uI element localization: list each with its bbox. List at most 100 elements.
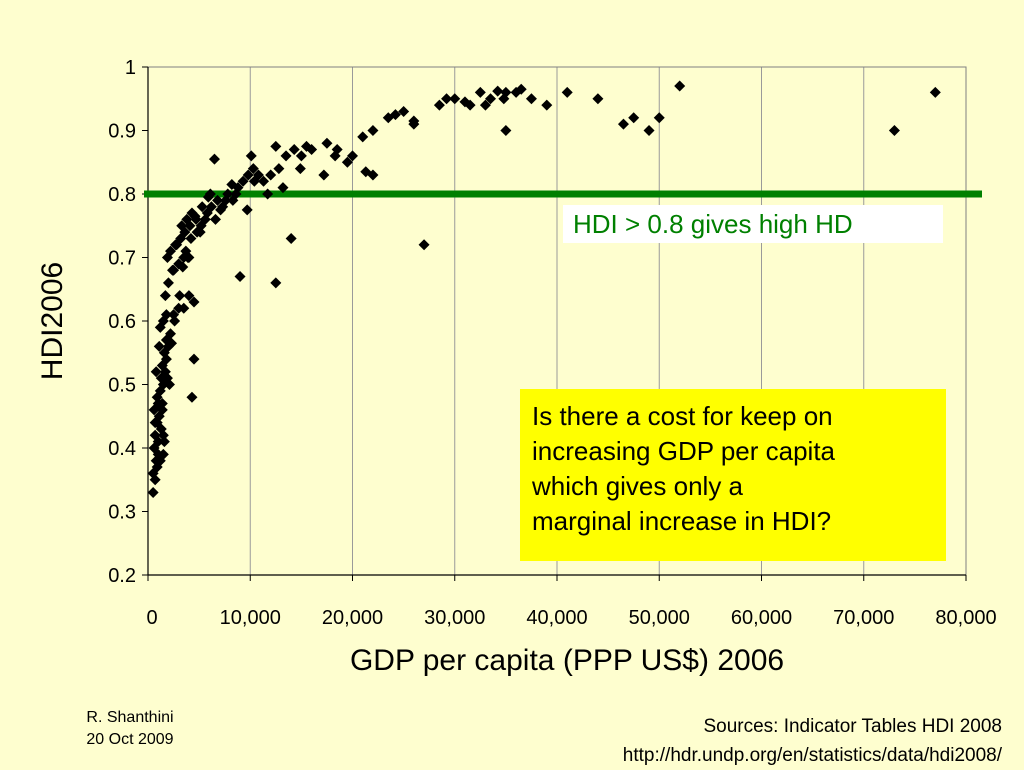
data-point <box>153 340 165 352</box>
data-point <box>234 271 246 283</box>
data-point <box>186 391 198 403</box>
data-point <box>178 302 190 314</box>
data-point <box>152 436 164 448</box>
data-point <box>245 150 257 162</box>
data-point <box>174 290 186 302</box>
data-point <box>367 125 379 136</box>
data-point <box>149 474 161 486</box>
data-point <box>449 93 461 105</box>
author-name: R. Shanthini <box>86 709 174 726</box>
data-point <box>188 296 200 308</box>
x-tick-label: 10,000 <box>220 607 281 629</box>
y-tick-label: 0.2 <box>108 565 136 587</box>
data-point <box>408 115 420 127</box>
data-point <box>248 175 260 187</box>
data-point <box>474 86 486 98</box>
data-point <box>209 213 221 225</box>
data-point <box>212 194 224 206</box>
data-point <box>280 150 292 162</box>
data-point <box>194 226 206 238</box>
data-point <box>169 315 181 327</box>
data-point <box>294 163 306 175</box>
data-point <box>156 398 168 410</box>
data-point <box>929 86 941 98</box>
x-tick-label: 0 <box>146 607 157 629</box>
data-point <box>433 99 445 111</box>
data-point <box>189 210 201 222</box>
data-point <box>171 239 183 251</box>
data-point <box>347 150 358 162</box>
data-point <box>674 80 686 92</box>
data-point <box>258 175 270 187</box>
data-point <box>341 156 353 168</box>
data-point <box>215 204 227 216</box>
question-line: increasing GDP per capita <box>532 436 836 466</box>
data-point <box>561 86 573 98</box>
data-point <box>241 204 253 216</box>
data-point <box>500 125 512 136</box>
data-point <box>158 436 170 448</box>
y-tick-label: 0.5 <box>108 375 136 397</box>
data-point <box>300 140 312 152</box>
data-point <box>515 83 527 95</box>
data-point <box>188 353 200 365</box>
tick-labels: 0.2 0.3 0.4 0.5 0.6 0.7 0.8 0.9 1 0 10,000 20,000 30… <box>108 57 996 629</box>
y-tick-label: 0.7 <box>108 248 136 270</box>
data-point <box>295 150 307 162</box>
data-point <box>357 131 369 143</box>
data-point <box>285 232 297 244</box>
data-point <box>288 144 300 156</box>
x-axis-title: GDP per capita (PPP US$) 2006 <box>350 644 784 677</box>
data-point <box>653 112 665 124</box>
data-point <box>160 353 172 365</box>
data-point <box>492 85 504 97</box>
question-line: Is there a cost for keep on <box>532 401 833 431</box>
data-point <box>247 163 259 175</box>
data-point <box>208 153 220 165</box>
data-point <box>199 213 211 225</box>
data-point <box>498 93 510 105</box>
data-point <box>321 137 333 149</box>
data-point <box>149 417 161 429</box>
y-axis-title: HDI2006 <box>36 262 69 380</box>
data-point <box>182 252 194 263</box>
question-line: which gives only a <box>532 471 743 501</box>
question-line: marginal increase in HDI? <box>532 506 832 536</box>
data-point <box>360 166 372 178</box>
data-point <box>159 290 171 302</box>
author-credit: R. Shanthini 20 Oct 2009 <box>55 707 205 751</box>
y-tick-label: 1 <box>125 57 136 79</box>
data-point <box>628 112 640 124</box>
data-point <box>888 125 900 136</box>
data-point <box>617 118 629 130</box>
y-tick-label: 0.6 <box>108 311 136 333</box>
data-point <box>265 169 277 181</box>
data-point <box>441 93 453 105</box>
data-point <box>166 337 178 349</box>
question-callout: Is there a cost for keep on increasing G… <box>520 389 946 561</box>
author-date: 20 Oct 2009 <box>86 731 174 748</box>
x-tick-label: 80,000 <box>935 607 996 629</box>
data-point <box>196 201 208 213</box>
y-tick-label: 0.9 <box>108 121 136 143</box>
data-point <box>479 99 491 111</box>
data-point <box>226 178 238 190</box>
data-point <box>164 328 176 340</box>
data-point <box>592 93 604 105</box>
sources-url: http://hdr.undp.org/en/statistics/data/h… <box>622 745 1002 766</box>
sources-text: Sources: Indicator Tables HDI 2008 <box>703 716 1002 737</box>
data-point <box>167 264 179 276</box>
data-point <box>273 163 285 175</box>
data-point <box>525 93 537 105</box>
data-point <box>318 169 330 181</box>
data-point <box>270 277 282 289</box>
x-tick-label: 30,000 <box>424 607 485 629</box>
data-point <box>148 404 160 416</box>
y-tick-label: 0.3 <box>108 502 136 524</box>
data-points <box>147 80 941 498</box>
axes <box>142 66 967 581</box>
data-point <box>147 486 159 498</box>
data-point <box>183 290 195 302</box>
data-point <box>202 191 214 203</box>
